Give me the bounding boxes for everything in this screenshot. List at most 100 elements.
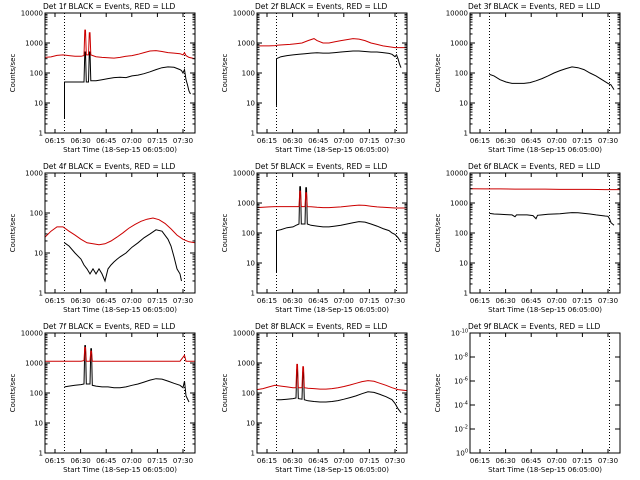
- lld-series-line: [44, 29, 196, 60]
- x-axis-label: Start Time (18-Sep-15 06:05:00): [275, 466, 389, 474]
- x-axis-label: Start Time (18-Sep-15 06:05:00): [275, 146, 389, 154]
- plot-frame: [44, 332, 196, 454]
- x-tick-label: 07:15: [572, 137, 592, 145]
- plot-frame: [44, 172, 196, 294]
- lld-series-line: [44, 217, 196, 246]
- x-tick-label: 07:00: [122, 137, 142, 145]
- x-tick-label: 07:30: [598, 297, 618, 305]
- y-axis-label: Counts/sec: [221, 374, 229, 413]
- x-tick-label: 07:00: [334, 137, 354, 145]
- x-tick-label: 07:15: [572, 457, 592, 465]
- panel-title: Det 7f BLACK = Events, RED = LLD: [43, 322, 176, 331]
- x-axis-label: Start Time (18-Sep-15 06:05:00): [488, 306, 602, 314]
- y-tick-label: 10000: [21, 330, 43, 338]
- y-tick-label: 10: [34, 100, 43, 108]
- y-tick-label: 100: [30, 390, 43, 398]
- x-tick-label: 06:15: [257, 297, 277, 305]
- events-series-line: [276, 369, 402, 413]
- x-tick-label: 07:30: [598, 137, 618, 145]
- y-tick-label: 1: [464, 130, 468, 138]
- y-axis-label: Counts/sec: [434, 54, 442, 93]
- x-tick-label: 07:15: [359, 457, 379, 465]
- x-tick-label: 06:30: [283, 457, 303, 465]
- y-tick-label: 10000: [446, 10, 468, 18]
- x-tick-label: 07:00: [122, 457, 142, 465]
- events-series-line: [489, 212, 615, 226]
- x-tick-label: 07:00: [547, 297, 567, 305]
- y-axis-label: Counts/sec: [9, 374, 17, 413]
- y-tick-label: 1: [251, 130, 255, 138]
- x-tick-label: 06:45: [96, 137, 116, 145]
- x-tick-label: 06:15: [470, 457, 490, 465]
- panel-title: Det 6f BLACK = Events, RED = LLD: [468, 162, 601, 171]
- y-axis-label: Counts/sec: [221, 54, 229, 93]
- x-tick-label: 06:15: [470, 137, 490, 145]
- x-tick-label: 07:00: [547, 137, 567, 145]
- y-tick-label: 10: [459, 100, 468, 108]
- detector-panel: Det 2f BLACK = Events, RED = LLD 1 10 100 10…: [221, 2, 408, 154]
- x-tick-label: 07:15: [359, 137, 379, 145]
- plot-frame: [256, 332, 408, 454]
- detector-panel: Det 8f BLACK = Events, RED = LLD 1 10 100 10…: [221, 322, 408, 474]
- y-tick-label: 1000: [237, 360, 255, 368]
- plot-frame: [44, 12, 196, 134]
- x-tick-label: 07:30: [173, 137, 193, 145]
- x-tick-label: 06:45: [308, 137, 328, 145]
- x-tick-label: 07:00: [334, 297, 354, 305]
- x-axis-label: Start Time (18-Sep-15 06:05:00): [63, 306, 177, 314]
- detector-panel: Det 1f BLACK = Events, RED = LLD 1 10 100 10…: [9, 2, 196, 154]
- y-tick-label: 100: [456, 449, 468, 458]
- panel-title: Det 1f BLACK = Events, RED = LLD: [43, 2, 176, 11]
- x-tick-label: 07:15: [147, 457, 167, 465]
- y-axis-label: Counts/sec: [221, 214, 229, 253]
- x-tick-label: 07:00: [334, 457, 354, 465]
- panel-title: Det 8f BLACK = Events, RED = LLD: [255, 322, 388, 331]
- y-tick-label: 10-8: [454, 353, 468, 362]
- y-tick-label: 10000: [233, 170, 255, 178]
- x-tick-label: 06:45: [308, 457, 328, 465]
- y-tick-label: 1000: [25, 40, 43, 48]
- detector-panel: Det 3f BLACK = Events, RED = LLD 1 10 100 10…: [434, 2, 621, 154]
- plot-frame: [256, 12, 408, 134]
- lld-series-line: [256, 190, 407, 209]
- panel-title: Det 3f BLACK = Events, RED = LLD: [468, 2, 601, 11]
- y-tick-label: 10000: [233, 10, 255, 18]
- x-tick-label: 07:15: [147, 297, 167, 305]
- x-tick-label: 06:30: [71, 297, 91, 305]
- y-tick-label: 10: [246, 420, 255, 428]
- y-tick-label: 1: [251, 290, 255, 298]
- detector-panel: Det 9f BLACK = Events, RED = LLD 100 10-2 1…: [434, 322, 621, 474]
- y-tick-label: 10: [459, 260, 468, 268]
- x-axis-label: Start Time (18-Sep-15 06:05:00): [63, 466, 177, 474]
- x-axis-label: Start Time (18-Sep-15 06:05:00): [63, 146, 177, 154]
- x-tick-label: 06:15: [257, 457, 277, 465]
- x-tick-label: 06:30: [71, 137, 91, 145]
- y-tick-label: 10: [246, 100, 255, 108]
- panel-title: Det 2f BLACK = Events, RED = LLD: [255, 2, 388, 11]
- x-axis-label: Start Time (18-Sep-15 06:05:00): [488, 146, 602, 154]
- detector-panel: Det 4f BLACK = Events, RED = LLD 1 10 100 10…: [9, 162, 196, 314]
- y-tick-label: 1: [251, 450, 255, 458]
- detector-panel: Det 7f BLACK = Events, RED = LLD 1 10 100 10…: [9, 322, 196, 474]
- x-tick-label: 06:15: [470, 297, 490, 305]
- x-tick-label: 07:30: [385, 297, 405, 305]
- y-tick-label: 1000: [237, 200, 255, 208]
- y-tick-label: 100: [242, 390, 255, 398]
- x-tick-label: 07:15: [147, 137, 167, 145]
- y-tick-label: 1: [464, 290, 468, 298]
- y-axis-label: Counts/sec: [9, 214, 17, 253]
- x-axis-label: Start Time (18-Sep-15 06:05:00): [488, 466, 602, 474]
- x-tick-label: 06:45: [521, 457, 541, 465]
- y-tick-label: 10: [34, 250, 43, 258]
- x-tick-label: 06:30: [283, 297, 303, 305]
- x-tick-label: 07:30: [598, 457, 618, 465]
- x-tick-label: 07:00: [122, 297, 142, 305]
- x-tick-label: 06:45: [308, 297, 328, 305]
- plot-frame: [469, 12, 621, 134]
- lld-series-line: [469, 188, 620, 191]
- y-axis-label: Counts/sec: [9, 54, 17, 93]
- y-tick-label: 100: [242, 70, 255, 78]
- y-tick-label: 10000: [21, 10, 43, 18]
- lld-series-line: [257, 38, 407, 49]
- panel-title: Det 5f BLACK = Events, RED = LLD: [255, 162, 388, 171]
